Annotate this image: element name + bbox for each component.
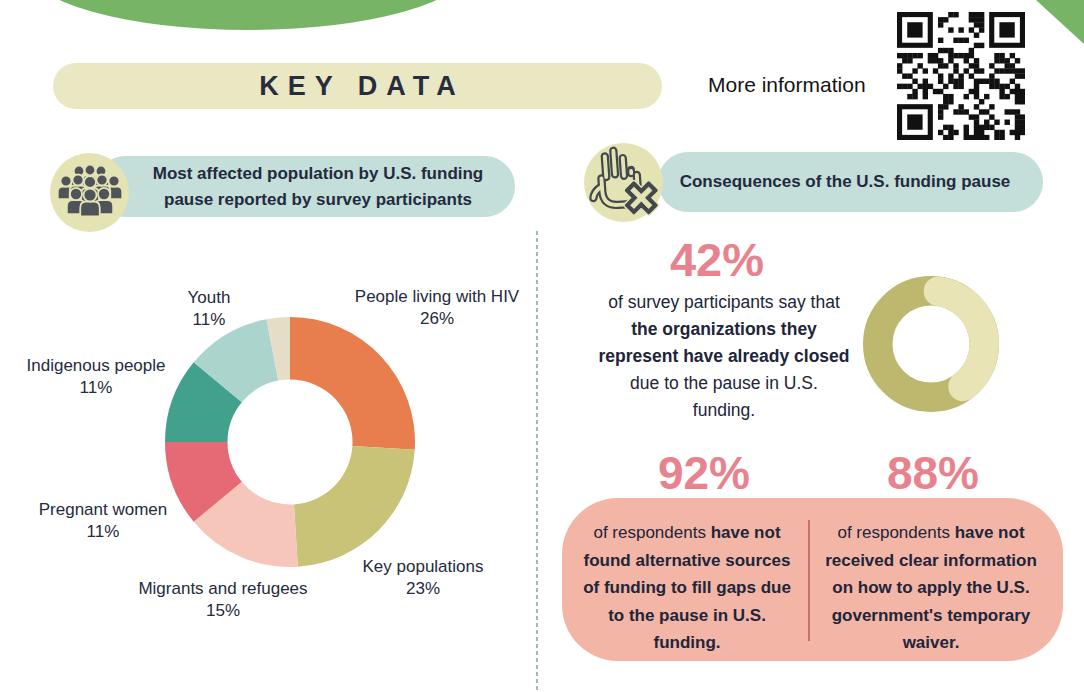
people-icon bbox=[55, 162, 125, 224]
respondents-box-divider bbox=[808, 520, 810, 641]
closed-orgs-donut-chart bbox=[856, 269, 1006, 419]
hand-stop-icon bbox=[584, 143, 663, 223]
hand-stop-icon-badge bbox=[584, 143, 663, 222]
stat-42-value: 42% bbox=[577, 236, 857, 283]
decor-green-corner bbox=[1036, 0, 1084, 44]
donut-label-pregnant-women: Pregnant women11% bbox=[39, 499, 168, 542]
qr-code bbox=[897, 12, 1025, 140]
left-section-header: Most affected population by U.S. funding… bbox=[95, 156, 515, 217]
donut-label-migrants-and-refugees: Migrants and refugees15% bbox=[138, 578, 307, 621]
more-information-label: More information bbox=[708, 73, 898, 97]
small-donut-highlight-42 bbox=[938, 291, 984, 386]
stat-92-text: of respondents have notfound alternative… bbox=[577, 519, 797, 657]
donut-label-youth: Youth11% bbox=[188, 287, 231, 330]
right-section-title: Consequences of the U.S. funding pause bbox=[680, 169, 1011, 195]
donut-label-key-populations: Key populations23% bbox=[363, 556, 484, 599]
donut-label-indigenous-people: Indigenous people11% bbox=[27, 355, 166, 398]
section-divider bbox=[536, 231, 538, 692]
page-title: KEY DATA bbox=[250, 71, 465, 102]
left-section-title-line2: pause reported by survey participants bbox=[164, 187, 472, 213]
left-section-title-line1: Most affected population by U.S. funding bbox=[153, 161, 484, 187]
donut-label-people-living-with-hiv: People living with HIV26% bbox=[355, 286, 519, 329]
stat-88-value: 88% bbox=[823, 450, 1043, 496]
decor-green-blob bbox=[28, 0, 468, 30]
stat-42-text: of survey participants say thatthe organ… bbox=[584, 289, 864, 424]
key-data-banner: KEY DATA bbox=[53, 63, 662, 109]
people-icon-badge bbox=[50, 153, 129, 232]
donut-segment-people-living-with-hiv bbox=[290, 317, 415, 450]
population-donut-chart bbox=[165, 317, 415, 567]
right-section-header: Consequences of the U.S. funding pause bbox=[658, 152, 1043, 212]
stat-92-value: 92% bbox=[594, 450, 814, 496]
stat-88-text: of respondents have notreceived clear in… bbox=[821, 519, 1041, 657]
donut-segment-key-populations bbox=[294, 446, 415, 567]
